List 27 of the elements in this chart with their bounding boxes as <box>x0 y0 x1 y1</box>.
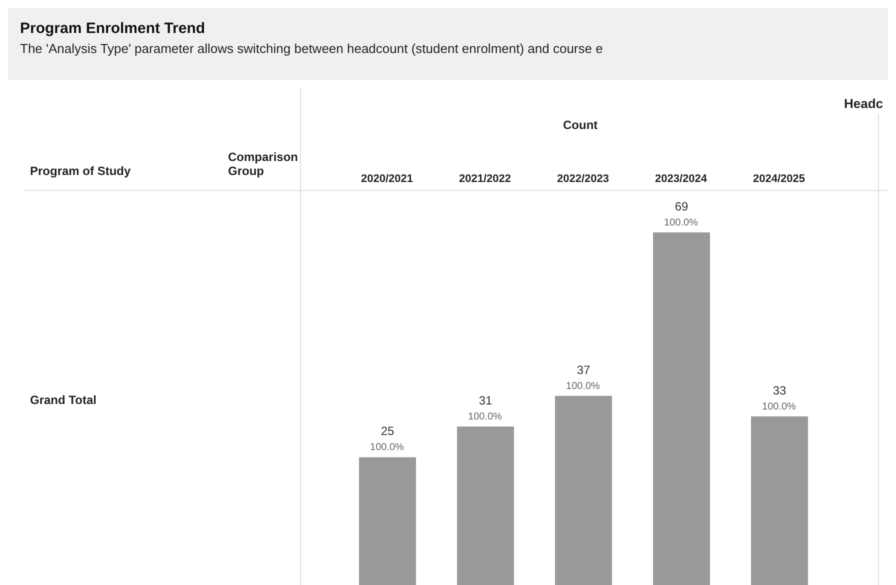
annotation: 100.0% <box>762 401 796 412</box>
bar <box>653 232 710 585</box>
bar <box>751 416 808 585</box>
annotation: 100.0% <box>370 442 404 454</box>
bar <box>359 457 416 585</box>
text: Comparison Group <box>228 150 298 178</box>
x-tick-label: 2020/2021 <box>361 173 413 185</box>
annotation: 100.0% <box>566 380 600 392</box>
text: Program Enrolment Trend <box>20 20 206 37</box>
x-tick-label: 2022/2023 <box>557 173 609 185</box>
data-label: 31 <box>478 394 492 408</box>
x-tick-label: 2023/2024 <box>655 173 708 185</box>
text: Program of Study <box>30 164 131 178</box>
data-label: 37 <box>576 362 590 377</box>
bar <box>457 426 514 585</box>
bar <box>555 396 612 585</box>
data-label: 69 <box>674 199 688 214</box>
text: Grand Total <box>30 393 96 407</box>
data-label: 33 <box>772 383 786 398</box>
x-tick-label: 2024/2025 <box>753 173 805 185</box>
text: Headc <box>844 96 884 111</box>
annotation: 100.0% <box>468 412 502 423</box>
annotation: 100.0% <box>664 217 698 228</box>
data-label: 25 <box>380 424 394 438</box>
chart-subtitle: The 'Analysis Type' parameter allows switching between headcount (student enrolment) and course e <box>20 41 603 56</box>
x-tick-label: 2021/2022 <box>459 173 511 185</box>
text: Count <box>563 118 598 132</box>
